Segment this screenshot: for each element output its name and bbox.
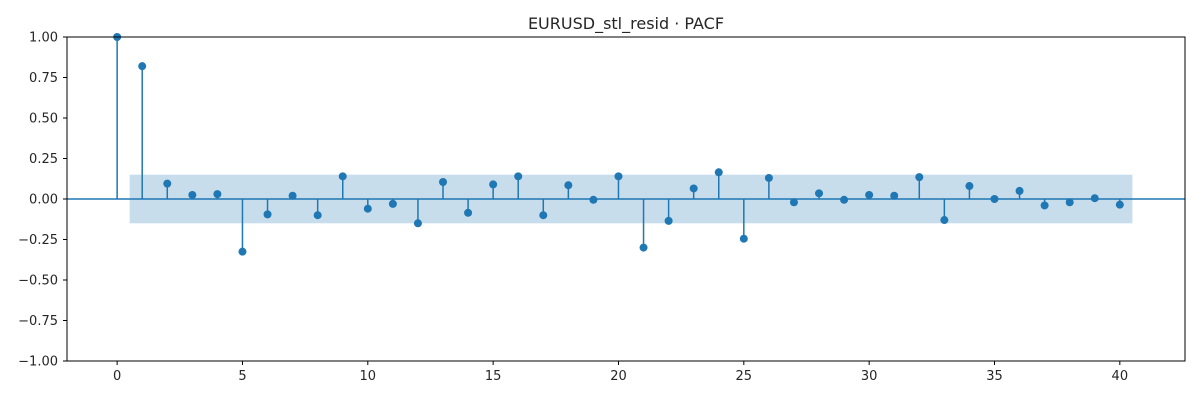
point-lag-12 [413,219,422,228]
point-lag-25 [739,234,748,243]
point-lag-21 [639,243,648,252]
x-tick-label-10: 10 [360,369,377,384]
point-lag-29 [840,195,849,204]
x-tick-label-5: 5 [238,369,246,384]
x-tick-label-35: 35 [986,369,1003,384]
point-lag-31 [890,191,899,200]
point-lag-36 [1015,186,1024,195]
x-tick-label-15: 15 [485,369,502,384]
y-tick-label-4: 0.00 [29,193,58,208]
point-lag-35 [990,195,999,203]
x-tick-label-30: 30 [861,369,878,384]
y-tick-label-8: 1.00 [29,31,58,46]
point-lag-3 [188,190,197,199]
point-lag-17 [539,211,548,220]
x-axis: 0 5 10 15 20 25 30 35 40 [113,361,1128,384]
point-lag-5 [238,247,247,256]
point-lag-16 [514,172,523,181]
x-tick-label-0: 0 [113,369,121,384]
point-lag-22 [664,216,673,225]
point-lag-8 [313,211,322,220]
y-tick-label-7: 0.75 [29,71,58,86]
point-lag-24 [714,168,723,177]
point-lag-14 [464,208,473,217]
point-lag-4 [213,190,222,199]
point-lag-11 [388,199,397,208]
plot-area [66,33,1186,362]
point-lag-28 [815,189,824,198]
point-lag-32 [915,173,924,182]
y-tick-label-6: 0.50 [29,112,58,127]
point-lag-37 [1040,201,1049,210]
point-lag-20 [614,172,623,181]
point-lag-19 [589,195,598,204]
y-tick-label-5: 0.25 [29,152,58,167]
x-tick-label-25: 25 [736,369,753,384]
y-axis: −1.00 −0.75 −0.50 −0.25 0.00 0.25 0.50 0.75 1.00 [18,31,67,370]
point-lag-10 [363,204,372,213]
point-lag-18 [564,181,573,190]
point-lag-26 [764,173,773,182]
point-lag-13 [439,177,448,186]
chart-title: EURUSD_stl_resid · PACF [528,14,724,34]
y-tick-label-2: −0.50 [18,274,58,289]
point-lag-7 [288,191,297,200]
point-lag-40 [1115,200,1124,209]
point-lag-27 [789,198,798,207]
point-lag-1 [138,62,147,71]
y-tick-label-1: −0.75 [18,314,58,329]
point-lag-9 [338,172,347,181]
point-lag-39 [1090,194,1099,203]
point-lag-6 [263,210,272,219]
point-lag-34 [965,182,974,191]
point-lag-2 [163,179,172,188]
x-tick-label-40: 40 [1112,369,1129,384]
y-tick-label-3: −0.25 [18,233,58,248]
point-lag-23 [689,184,698,193]
y-tick-label-0: −1.00 [18,355,58,370]
x-tick-label-20: 20 [610,369,627,384]
point-lag-33 [940,216,949,225]
point-lag-15 [489,180,498,189]
point-lag-30 [865,190,874,199]
point-lag-38 [1065,198,1074,207]
